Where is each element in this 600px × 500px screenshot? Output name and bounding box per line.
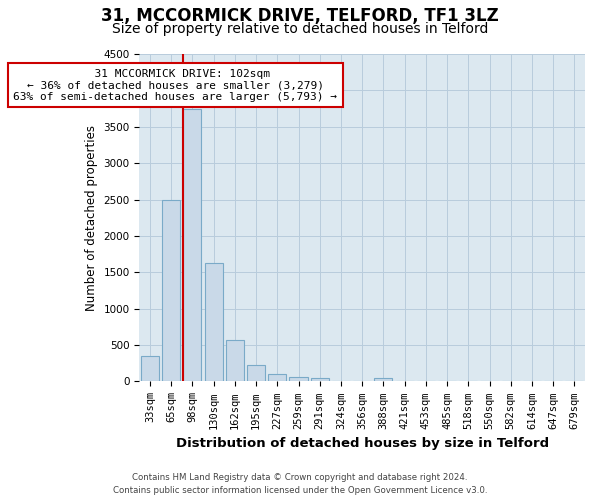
X-axis label: Distribution of detached houses by size in Telford: Distribution of detached houses by size … (176, 437, 549, 450)
Bar (226, 340, 244, 382)
Bar (184, 108, 202, 382)
Y-axis label: Number of detached properties: Number of detached properties (85, 124, 98, 310)
Bar (289, 377, 308, 382)
Text: 31, MCCORMICK DRIVE, TELFORD, TF1 3LZ: 31, MCCORMICK DRIVE, TELFORD, TF1 3LZ (101, 8, 499, 26)
Text: 31 MCCORMICK DRIVE: 102sqm
← 36% of detached houses are smaller (3,279)
63% of s: 31 MCCORMICK DRIVE: 102sqm ← 36% of deta… (13, 68, 337, 102)
Bar (374, 378, 392, 382)
Bar (311, 378, 329, 382)
Bar (268, 374, 286, 382)
Text: Size of property relative to detached houses in Telford: Size of property relative to detached ho… (112, 22, 488, 36)
Bar (141, 356, 159, 382)
Bar (205, 263, 223, 382)
Bar (162, 200, 180, 382)
Bar (247, 365, 265, 382)
Text: Contains HM Land Registry data © Crown copyright and database right 2024.
Contai: Contains HM Land Registry data © Crown c… (113, 473, 487, 495)
